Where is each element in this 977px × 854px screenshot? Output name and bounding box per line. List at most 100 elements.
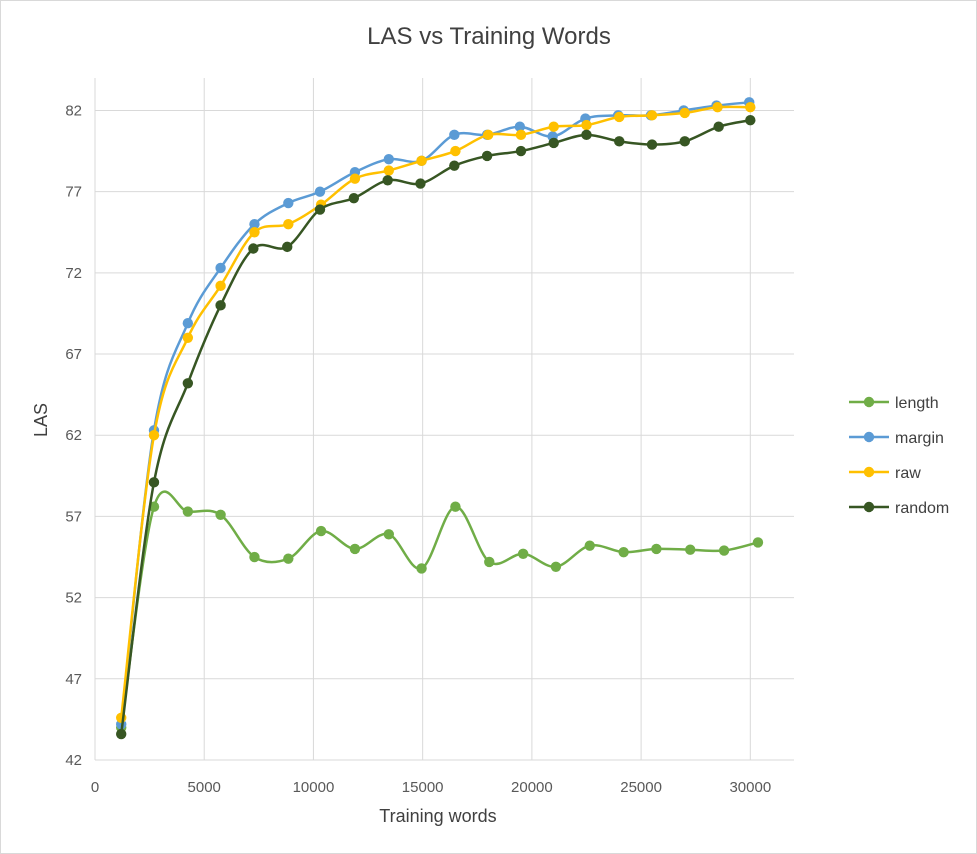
x-axis-title: Training words xyxy=(379,806,496,826)
data-point-margin xyxy=(449,129,460,141)
data-point-margin xyxy=(514,121,526,132)
legend-swatch-marker xyxy=(863,466,875,478)
legend-item-length: length xyxy=(849,395,939,412)
data-point-raw xyxy=(383,165,394,176)
data-point-raw xyxy=(349,173,361,184)
x-tick-label: 5000 xyxy=(188,779,221,796)
data-point-raw xyxy=(646,110,658,121)
x-tick-label: 0 xyxy=(91,779,99,796)
y-axis-title: LAS xyxy=(31,403,51,437)
x-tick-label: 25000 xyxy=(620,779,662,796)
data-point-length xyxy=(618,546,629,558)
y-axis-ticks: 42 47 52 57 62 67 72 77 82 xyxy=(65,102,82,769)
data-point-random xyxy=(182,378,194,389)
data-point-length xyxy=(517,548,529,559)
legend-swatch-marker xyxy=(863,501,875,513)
series-line-margin xyxy=(119,101,750,725)
gridlines xyxy=(94,78,794,761)
data-point-random xyxy=(415,178,426,189)
data-point-raw xyxy=(745,102,756,113)
data-point-raw xyxy=(416,155,427,167)
data-point-length xyxy=(752,537,764,548)
data-point-raw xyxy=(679,107,690,119)
y-tick-label: 57 xyxy=(65,508,82,525)
chart-title: LAS vs Training Words xyxy=(367,23,611,50)
x-tick-label: 15000 xyxy=(402,779,444,796)
y-tick-label: 82 xyxy=(65,102,82,119)
legend-label: length xyxy=(895,395,939,412)
x-tick-label: 10000 xyxy=(293,779,335,796)
data-point-length xyxy=(182,506,194,517)
y-tick-label: 67 xyxy=(65,346,82,363)
data-point-random xyxy=(745,115,756,126)
data-point-margin xyxy=(249,218,260,230)
legend-swatch-marker xyxy=(863,396,875,408)
data-point-raw xyxy=(581,119,592,131)
data-point-raw xyxy=(548,121,559,132)
data-point-length xyxy=(484,556,495,568)
y-tick-label: 47 xyxy=(65,671,82,688)
series-length xyxy=(116,490,764,733)
series-raw xyxy=(116,102,756,723)
data-point-raw xyxy=(215,280,226,292)
data-point-length xyxy=(651,543,662,555)
data-point-margin xyxy=(283,197,294,209)
y-tick-label: 77 xyxy=(65,184,82,201)
data-point-length xyxy=(416,563,427,574)
data-point-raw xyxy=(182,332,194,344)
data-point-random xyxy=(713,121,724,132)
series-random xyxy=(116,115,756,740)
data-point-random xyxy=(348,192,360,204)
data-point-raw xyxy=(515,129,527,141)
legend-item-random: random xyxy=(849,500,949,517)
y-tick-label: 42 xyxy=(65,752,82,769)
data-point-margin xyxy=(383,153,394,165)
data-point-random xyxy=(646,139,658,150)
data-point-length xyxy=(383,529,394,540)
data-point-raw xyxy=(482,129,494,141)
data-point-length xyxy=(550,561,562,572)
x-tick-label: 20000 xyxy=(511,779,553,796)
series-line-length xyxy=(119,490,759,728)
data-point-raw xyxy=(283,218,294,230)
data-point-random xyxy=(215,300,226,311)
x-tick-label: 30000 xyxy=(729,779,771,796)
data-point-length xyxy=(584,540,595,551)
data-point-raw xyxy=(249,227,260,238)
data-point-length xyxy=(349,543,361,555)
data-point-length xyxy=(249,551,260,563)
data-point-raw xyxy=(450,145,461,157)
data-point-raw xyxy=(614,111,625,123)
data-point-random xyxy=(515,145,527,157)
data-point-raw xyxy=(712,102,723,113)
data-point-random xyxy=(679,136,690,147)
data-point-margin xyxy=(215,262,226,274)
legend-item-raw: raw xyxy=(849,465,921,482)
data-point-random xyxy=(548,137,559,149)
legend-item-margin: margin xyxy=(849,430,944,447)
legend: length margin raw random xyxy=(849,395,949,517)
data-point-raw xyxy=(148,430,160,441)
data-point-length xyxy=(315,525,327,537)
data-point-random xyxy=(581,129,592,141)
data-point-length xyxy=(685,544,696,555)
data-point-random xyxy=(282,241,293,253)
data-point-length xyxy=(450,501,461,512)
data-point-random xyxy=(449,160,460,171)
legend-label: raw xyxy=(895,465,921,482)
data-point-length xyxy=(718,545,730,556)
legend-label: margin xyxy=(895,430,944,447)
y-tick-label: 62 xyxy=(65,427,82,444)
data-point-random xyxy=(148,477,160,488)
data-point-random xyxy=(248,243,259,254)
x-axis-ticks: 0 5000 10000 15000 20000 25000 30000 xyxy=(91,779,771,796)
data-point-random xyxy=(314,204,326,215)
data-point-margin xyxy=(314,186,326,197)
y-tick-label: 72 xyxy=(65,265,82,282)
data-point-random xyxy=(614,136,625,147)
series-line-raw xyxy=(119,105,751,718)
data-point-length xyxy=(215,509,226,521)
data-point-random xyxy=(116,728,127,740)
